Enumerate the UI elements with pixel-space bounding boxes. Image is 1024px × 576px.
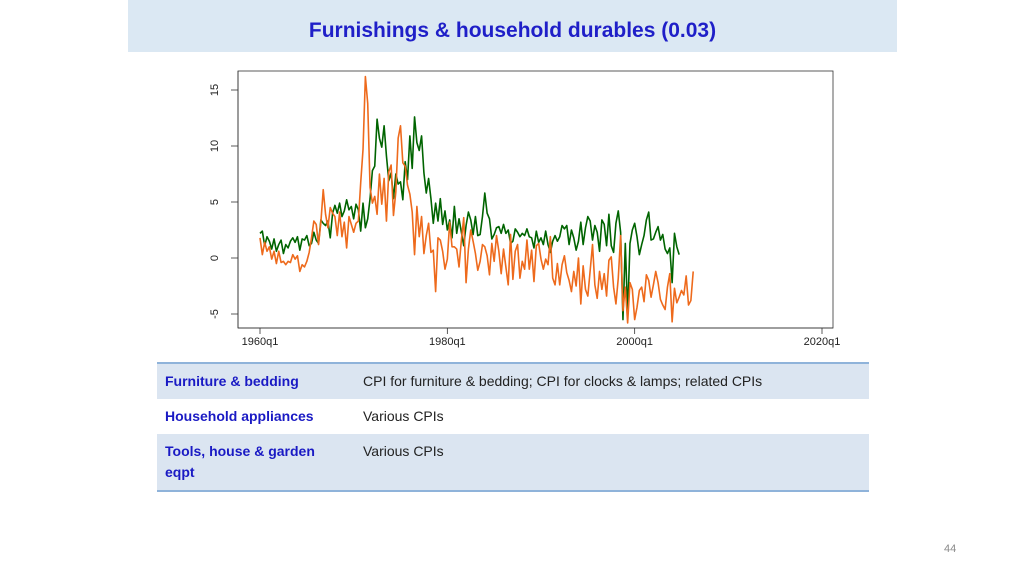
series-line-2 (259, 75, 695, 324)
page-number: 44 (944, 543, 957, 555)
row-description: CPI for furniture & bedding; CPI for clo… (355, 362, 869, 399)
x-ticks: 1960q1 1980q1 2000q1 2020q1 (242, 328, 841, 348)
title-bar: Furnishings & household durables (0.03) (128, 0, 897, 52)
y-tick-label: 0 (209, 255, 221, 261)
x-tick-label: 1980q1 (429, 336, 466, 348)
table-row: Household appliances Various CPIs (157, 399, 869, 434)
table-row: Furniture & bedding CPI for furniture & … (157, 362, 869, 399)
line-chart: -5 0 5 10 15 1960q1 1980q1 2000q1 2020q1 (209, 70, 841, 348)
plot-frame (237, 70, 834, 329)
x-tick-label: 1960q1 (242, 336, 279, 348)
y-tick-label: 5 (209, 199, 221, 205)
slide-title: Furnishings & household durables (0.03) (308, 19, 717, 42)
y-tick-label: -5 (209, 309, 221, 319)
row-description: Various CPIs (355, 434, 869, 492)
y-ticks: -5 0 5 10 15 (209, 84, 238, 319)
y-tick-label: 15 (209, 84, 221, 96)
x-tick-label: 2020q1 (804, 336, 841, 348)
series-lines (259, 75, 695, 324)
source-table: Furniture & bedding CPI for furniture & … (157, 362, 869, 492)
row-label: Furniture & bedding (157, 362, 355, 399)
series-line-1 (259, 116, 680, 321)
table-row: Tools, house & garden eqpt Various CPIs (157, 434, 869, 492)
row-label: Household appliances (165, 408, 314, 424)
y-tick-label: 10 (209, 140, 221, 152)
x-tick-label: 2000q1 (616, 336, 653, 348)
row-description: Various CPIs (363, 408, 444, 424)
row-label: Tools, house & garden eqpt (157, 434, 355, 492)
